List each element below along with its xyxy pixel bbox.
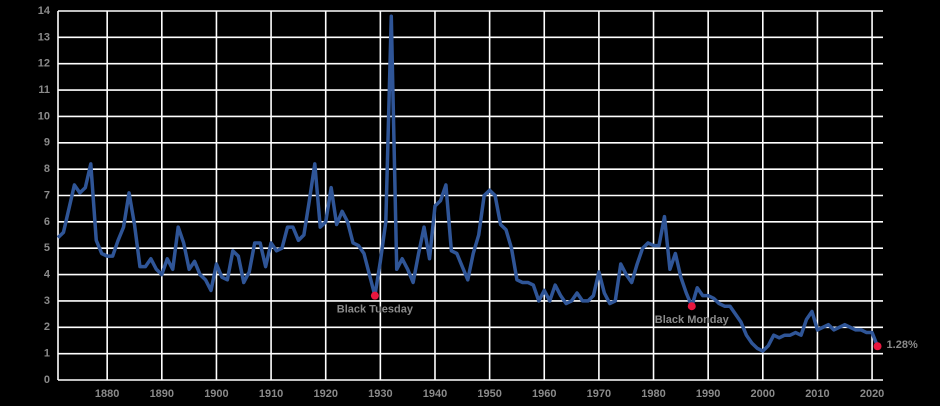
x-tick-label: 1910 [259,388,283,400]
x-tick-label: 1990 [696,388,720,400]
y-tick-label: 0 [44,374,50,386]
y-tick-label: 13 [38,31,50,43]
x-tick-label: 1980 [641,388,665,400]
x-tick-label: 1890 [150,388,174,400]
x-tick-label: 2010 [805,388,829,400]
annotation-dot [370,291,379,300]
x-tick-label: 1900 [204,388,228,400]
y-tick-label: 5 [44,242,50,254]
annotation-label: Black Monday [655,314,730,326]
x-tick-label: 1880 [95,388,119,400]
y-tick-label: 12 [38,58,50,70]
y-tick-label: 11 [38,84,50,96]
y-tick-label: 7 [44,189,50,201]
y-tick-label: 10 [38,110,50,122]
x-tick-label: 1920 [313,388,337,400]
annotation-dot [687,302,696,311]
y-tick-label: 9 [44,137,50,149]
x-tick-label: 1950 [477,388,501,400]
annotation-label: Black Tuesday [337,304,414,316]
x-tick-label: 1960 [532,388,556,400]
annotation-dot [873,342,882,351]
y-tick-label: 3 [44,295,50,307]
x-tick-label: 2020 [860,388,884,400]
x-tick-label: 1970 [587,388,611,400]
y-tick-label: 8 [44,163,50,175]
x-tick-label: 1930 [368,388,392,400]
y-tick-label: 1 [44,348,50,360]
y-tick-label: 14 [38,5,51,17]
x-tick-label: 2000 [751,388,775,400]
y-tick-label: 2 [44,321,50,333]
x-tick-label: 1940 [423,388,447,400]
data-line [56,14,880,353]
y-tick-label: 4 [44,268,51,280]
y-tick-label: 6 [44,216,50,228]
annotation-label: 1.28% [887,339,918,351]
